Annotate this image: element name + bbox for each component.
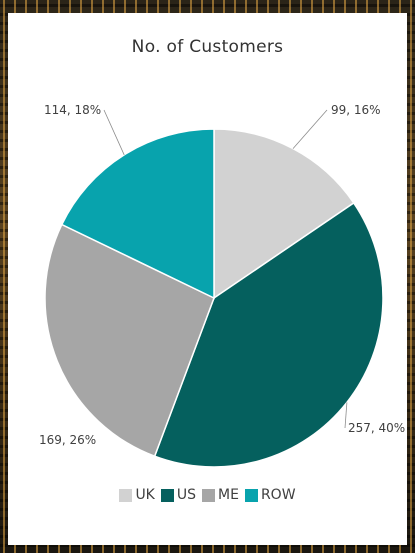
leader-line-row [103,109,125,156]
legend-item-uk: UK [119,487,155,503]
legend-item-row: ROW [244,487,296,503]
chart-card: No. of Customers 99, 16% 257, 40% 169, 26%… [8,13,407,545]
data-label-us: 257, 40% [348,421,405,435]
legend-label-row: ROW [260,487,296,503]
legend-label-us: US [176,487,197,503]
legend-item-me: ME [202,487,239,503]
legend: UK US ME ROW [8,487,407,503]
legend-swatch-me [202,488,216,502]
data-label-me: 169, 26% [39,433,96,447]
leader-line-us [344,402,348,429]
legend-swatch-uk [119,488,133,502]
legend-swatch-us [160,488,174,502]
data-label-row: 114, 18% [44,103,101,117]
chart-title: No. of Customers [131,37,284,57]
data-label-uk: 99, 16% [331,103,381,117]
leader-line-uk [292,109,328,149]
legend-swatch-row [244,488,258,502]
legend-label-me: ME [218,487,239,503]
pie-slice-me [44,223,215,458]
legend-label-uk: UK [135,487,155,503]
legend-item-us: US [160,487,197,503]
pie-chart: 99, 16% 257, 40% 169, 26% 114, 18% [39,103,405,468]
